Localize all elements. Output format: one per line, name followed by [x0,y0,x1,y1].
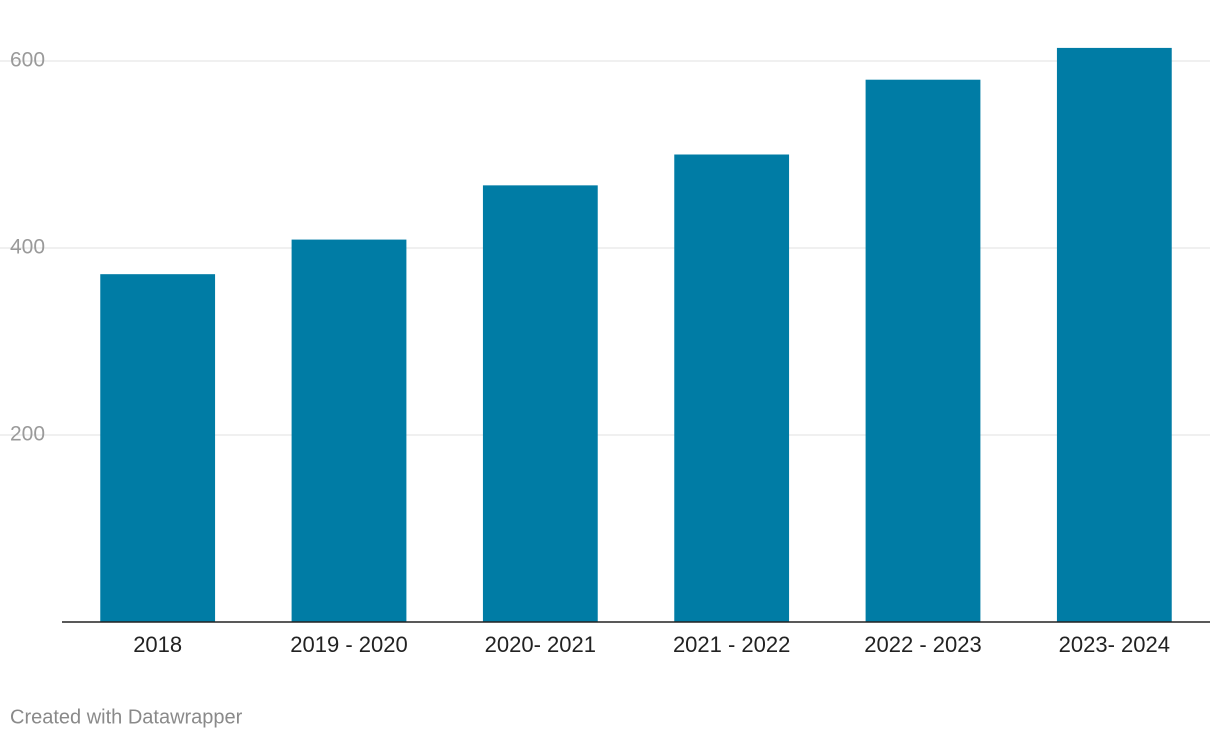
bar [482,185,598,623]
x-tick-label: 2023- 2024 [1059,632,1170,657]
bar [100,274,216,622]
bar [674,154,790,622]
footer: Created with Datawrapper [10,706,243,728]
bar [865,79,981,622]
x-tick-label: 2021 - 2022 [673,632,790,657]
y-tick-label: 600 [10,49,45,72]
x-tick-label: 2018 [133,632,182,657]
bar [291,239,407,622]
bar [1056,47,1172,623]
y-tick-label: 200 [10,423,45,446]
x-tick-label: 2020- 2021 [485,632,596,657]
x-tick-label: 2022 - 2023 [864,632,981,657]
y-tick-label: 400 [10,236,45,259]
x-tick-label: 2019 - 2020 [290,632,407,657]
